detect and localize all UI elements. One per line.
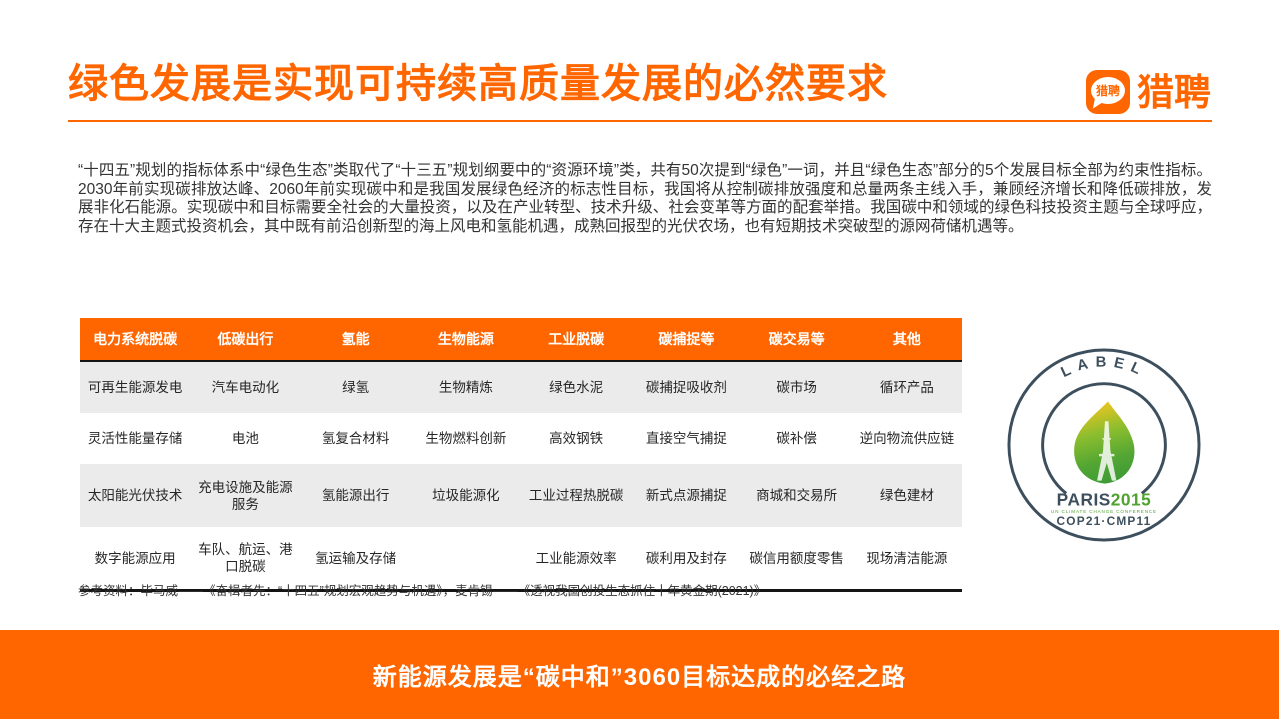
badge-code: COP21·CMP11 [1057, 514, 1152, 528]
table-header-cell: 碳交易等 [741, 318, 852, 362]
table-cell: 车队、航运、港口脱碳 [198, 542, 293, 574]
table-cell: 垃圾能源化 [432, 488, 500, 503]
table-header-row: 电力系统脱碳 低碳出行 氢能 生物能源 工业脱碳 碳捕捉等 碳交易等 其他 [80, 318, 962, 362]
table-header-cell: 其他 [851, 318, 962, 362]
badge-outer-ring [1007, 348, 1201, 542]
table-row: 太阳能光伏技术 充电设施及能源服务 氢能源出行 垃圾能源化 工业过程热脱碳 新式… [80, 464, 962, 527]
table-cell: 数字能源应用 [94, 550, 176, 566]
table-cell: 汽车电动化 [211, 380, 280, 395]
table-cell: 循环产品 [879, 380, 934, 395]
table-cell: 绿氢 [342, 380, 370, 395]
speech-bubble-icon: 猎聘 [1091, 77, 1125, 104]
liepin-logo-icon: 猎聘 [1086, 70, 1130, 114]
badge-title-paris: PARIS [1057, 489, 1111, 509]
eiffel-tower-icon [1097, 421, 1117, 481]
table-header-cell: 氢能 [300, 318, 411, 362]
table-cell: 碳捕捉吸收剂 [645, 380, 727, 395]
table-cell: 氢复合材料 [321, 431, 390, 446]
table-row: 灵活性能量存储 电池 氢复合材料 生物燃料创新 高效钢铁 直接空气捕捉 碳补偿 … [80, 413, 962, 464]
table-cell: 绿色建材 [879, 488, 934, 503]
table-cell: 氢运输及存储 [315, 550, 397, 566]
badge-inner-arc [1041, 382, 1167, 495]
badge-subtitle: UN CLIMATE CHANGE CONFERENCE [1051, 509, 1157, 514]
table-header-cell: 低碳出行 [190, 318, 301, 362]
page-title: 绿色发展是实现可持续高质量发展的必然要求 [68, 62, 888, 106]
table-row: 可再生能源发电 汽车电动化 绿氢 生物精炼 绿色水泥 碳捕捉吸收剂 碳市场 循环… [80, 361, 962, 413]
table-row: 数字能源应用 车队、航运、港口脱碳 氢运输及存储 工业能源效率 碳利用及封存 碳… [80, 527, 962, 591]
table-cell: 绿色水泥 [549, 380, 604, 395]
table-header-cell: 工业脱碳 [521, 318, 632, 362]
badge-title: PARIS2015 [1057, 489, 1152, 509]
table-header-cell: 碳捕捉等 [631, 318, 742, 362]
cop21-paris2015-badge: LABEL PARIS2015 UN CLIMATE CHANGE CONFER… [1007, 348, 1201, 542]
table-cell: 碳市场 [776, 380, 817, 395]
table-cell: 直接空气捕捉 [645, 431, 727, 446]
footer-slogan: 新能源发展是“碳中和”3060目标达成的必经之路 [372, 664, 907, 691]
intro-paragraph: “十四五”规划的指标体系中“绿色生态”类取代了“十三五”规划纲要中的“资源环境”… [78, 162, 1212, 236]
table-cell: 商城和交易所 [756, 488, 838, 503]
liepin-logo: 猎聘 猎聘 [1086, 70, 1211, 114]
leaf-icon [1074, 401, 1135, 484]
table-cell: 可再生能源发电 [87, 380, 183, 395]
table-cell: 逆向物流供应链 [859, 431, 955, 446]
table-cell: 高效钢铁 [549, 431, 604, 446]
table-cell: 氢能源出行 [321, 488, 390, 503]
table-header-cell: 电力系统脱碳 [80, 318, 191, 362]
title-divider [68, 120, 1212, 122]
badge-title-year: 2015 [1111, 489, 1152, 509]
reference-note: 参考资料：毕马威——《奋楫者先：“十四五”规划宏观趋势与机遇》，麦肯锡——《透视… [78, 584, 767, 598]
green-investment-topics-table: 电力系统脱碳 低碳出行 氢能 生物能源 工业脱碳 碳捕捉等 碳交易等 其他 可再… [80, 318, 962, 592]
table-cell: 灵活性能量存储 [87, 431, 183, 446]
table-cell: 电池 [231, 431, 259, 446]
table-cell: 工业能源效率 [535, 550, 617, 566]
table-cell: 现场清洁能源 [866, 550, 948, 566]
badge-arc-label: LABEL [1059, 355, 1150, 381]
table-cell: 太阳能光伏技术 [87, 488, 183, 503]
table-cell: 工业过程热脱碳 [528, 488, 624, 503]
table-cell: 充电设施及能源服务 [198, 479, 293, 512]
table-cell: 碳信用额度零售 [749, 550, 844, 566]
table-cell: 新式点源捕捉 [645, 488, 727, 503]
table-header-cell: 生物能源 [410, 318, 521, 362]
table-cell: 生物精炼 [438, 380, 493, 395]
footer-banner: 新能源发展是“碳中和”3060目标达成的必经之路 [0, 630, 1279, 719]
liepin-wordmark: 猎聘 [1137, 71, 1211, 113]
table-cell: 碳利用及封存 [645, 550, 727, 566]
table-cell: 生物燃料创新 [425, 431, 507, 446]
table-cell: 碳补偿 [776, 431, 817, 446]
